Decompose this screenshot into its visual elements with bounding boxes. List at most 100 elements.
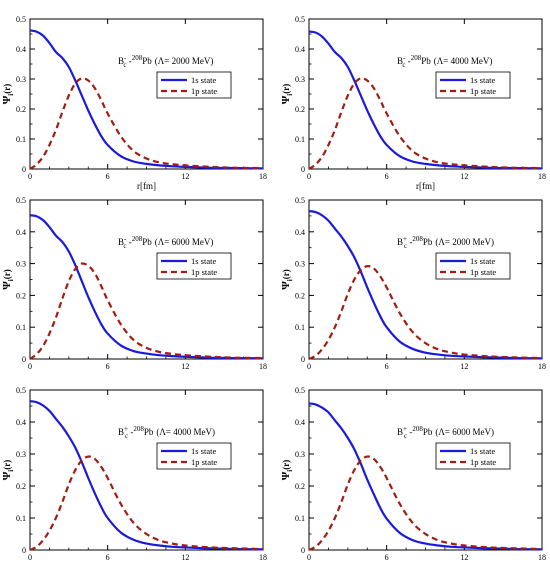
y-axis-label: Ψi(r) (280, 460, 294, 481)
annotation-mass: 208 (132, 235, 143, 243)
curve-1s-state (308, 30, 543, 170)
annotation-nucleus: Pb (423, 237, 433, 247)
legend-label: 1p state (470, 267, 496, 277)
y-tick-label: 0.1 (16, 514, 26, 523)
annotation-lambda: (Λ= 4000 MeV) (156, 427, 215, 437)
annotation-particle: B (118, 56, 124, 66)
y-axis-label-symbol: Ψ (1, 471, 13, 480)
x-tick-label: 18 (538, 553, 546, 562)
x-tick-label: 12 (181, 553, 189, 562)
y-tick-label: 0.3 (295, 75, 305, 84)
legend-label: 1s state (191, 75, 216, 85)
curve-1p-state (29, 455, 264, 552)
plot-frame (29, 389, 264, 551)
y-axis-label-symbol: Ψ (1, 95, 13, 104)
curve-1s-state (29, 29, 264, 170)
y-tick-label: 0.3 (16, 260, 26, 269)
legend-box (435, 71, 511, 99)
y-axis-label-symbol: Ψ (280, 281, 292, 290)
y-axis-label: Ψi(r) (280, 84, 294, 105)
annotation-particle: B (397, 237, 403, 247)
y-axis-label-tail: (r) (281, 269, 291, 279)
annotation-dash: - (128, 427, 133, 437)
y-tick-label: 0.2 (16, 482, 26, 491)
annotation-lambda: (Λ= 2000 MeV) (155, 56, 214, 66)
x-tick-label: 18 (538, 172, 546, 181)
annotation-flavor: c (123, 242, 126, 250)
y-axis-label-sub: i (7, 470, 15, 472)
y-tick-label: 0.4 (295, 45, 305, 54)
y-axis-label-tail: (r) (2, 84, 12, 94)
y-axis-label-tail: (r) (2, 269, 12, 279)
x-tick-label: 6 (106, 553, 110, 562)
y-tick-label: 0.4 (16, 418, 26, 427)
y-tick-label: 0 (301, 355, 305, 364)
y-axis-label-symbol: Ψ (1, 281, 13, 290)
y-tick-label: 0 (301, 165, 305, 174)
curve-1p-state (308, 264, 543, 361)
annotation-particle: B (118, 427, 124, 437)
annotation-charge: - (124, 235, 127, 243)
annotation-flavor: c (125, 432, 128, 440)
annotation-particle: B (397, 427, 403, 437)
x-tick-label: 6 (106, 362, 110, 371)
y-tick-label: 0.4 (295, 228, 305, 237)
y-axis-label-tail: (r) (2, 460, 12, 470)
chart-panel-4: 0 6 12 18 0 0.1 0.2 0.3 0.4 0.5 Ψi(r) B+ c -208Pb (Λ=… (280, 196, 546, 371)
legend-box (435, 442, 511, 470)
curve-1p-state (308, 455, 543, 552)
plot-frame (308, 389, 543, 551)
y-tick-label: 0 (22, 355, 26, 364)
y-tick-label: 0.3 (295, 260, 305, 269)
y-axis-label-sub: i (286, 470, 294, 472)
y-tick-label: 0 (22, 546, 26, 555)
chart-panel-1: 0 6 12 18 0 0.1 0.2 0.3 0.4 0.5 Ψi(r) r[fm] B-c -208… (1, 15, 267, 191)
y-tick-label: 0.4 (295, 418, 305, 427)
legend-label: 1p state (191, 457, 217, 467)
legend-box (156, 442, 232, 470)
annotation-flavor: c (123, 61, 126, 69)
annotation-charge: - (124, 54, 127, 62)
legend-label: 1s state (470, 256, 495, 266)
annotation-mass: 208 (412, 425, 423, 433)
x-tick-label: 0 (28, 172, 32, 181)
panel-annotation: B+ c -208Pb (Λ= 4000 MeV) (118, 425, 215, 440)
annotation-mass: 208 (133, 425, 144, 433)
y-tick-label: 0 (301, 546, 305, 555)
x-tick-label: 18 (259, 172, 267, 181)
y-axis-label: Ψi(r) (1, 269, 15, 290)
x-tick-label: 12 (181, 172, 189, 181)
annotation-flavor: c (402, 61, 405, 69)
annotation-mass: 208 (412, 235, 423, 243)
annotation-charge: + (403, 235, 407, 243)
annotation-particle: B (118, 237, 124, 247)
y-tick-label: 0.5 (16, 196, 26, 205)
annotation-mass: 208 (411, 54, 422, 62)
y-tick-label: 0.3 (295, 450, 305, 459)
legend-label: 1p state (470, 457, 496, 467)
curve-1s-state (29, 400, 264, 551)
x-tick-label: 6 (385, 362, 389, 371)
curve-1s-state (308, 402, 543, 551)
y-tick-label: 0.5 (16, 386, 26, 395)
y-tick-label: 0.2 (16, 291, 26, 300)
annotation-nucleus: Pb (421, 56, 431, 66)
plot-frame (29, 199, 264, 360)
legend-label: 1p state (191, 86, 217, 96)
x-tick-label: 6 (385, 553, 389, 562)
y-tick-label: 0.3 (16, 75, 26, 84)
legend-label: 1s state (191, 446, 216, 456)
chart-panel-6: 0 6 12 18 0 0.1 0.2 0.3 0.4 0.5 Ψi(r) B+ c -208Pb (Λ=… (280, 386, 546, 562)
annotation-flavor: c (404, 242, 407, 250)
annotation-nucleus: Pb (144, 427, 154, 437)
annotation-dash: - (407, 237, 412, 247)
annotation-mass: 208 (132, 54, 143, 62)
x-tick-label: 0 (28, 553, 32, 562)
y-axis-label-sub: i (286, 279, 294, 281)
y-tick-label: 0.5 (295, 15, 305, 24)
x-axis-label: r[fm] (137, 181, 156, 191)
annotation-dash: - (407, 427, 412, 437)
legend-label: 1s state (470, 75, 495, 85)
